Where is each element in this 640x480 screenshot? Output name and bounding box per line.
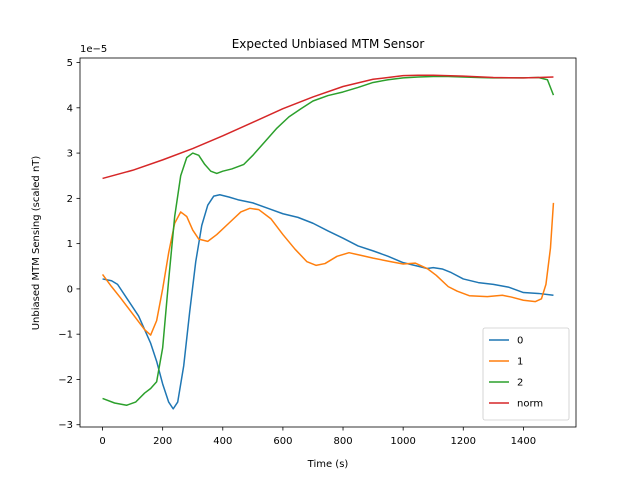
y-tick-label: 0 xyxy=(67,284,73,295)
y-tick-label: 5 xyxy=(67,58,73,69)
legend: 0 1 2 norm xyxy=(482,327,570,421)
y-tick-label: −2 xyxy=(58,375,73,386)
legend-label-1: 1 xyxy=(517,357,523,368)
series-line-2 xyxy=(102,75,555,407)
y-axis-label: Unbiased MTM Sensing (scaled nT) xyxy=(31,156,42,331)
y-tick-label: 3 xyxy=(67,149,73,160)
x-tick-label: 400 xyxy=(213,436,232,447)
y-axis: −3 −2 −1 0 1 2 3 4 5 xyxy=(58,58,80,431)
y-offset-text: 1e−5 xyxy=(80,44,107,55)
y-tick-label: 2 xyxy=(67,194,73,205)
legend-label-0: 0 xyxy=(517,336,523,347)
x-tick-label: 1200 xyxy=(451,436,476,447)
y-tick-label: 4 xyxy=(67,103,73,114)
y-tick-label: 1 xyxy=(67,239,73,250)
x-axis-label: Time (s) xyxy=(307,459,349,470)
x-tick-label: 600 xyxy=(273,436,292,447)
legend-box xyxy=(482,327,570,421)
legend-label-2: 2 xyxy=(517,378,523,389)
x-tick-label: 200 xyxy=(153,436,172,447)
chart-title: Expected Unbiased MTM Sensor xyxy=(232,37,425,51)
y-tick-label: −3 xyxy=(58,420,73,431)
series-lines xyxy=(101,74,555,410)
legend-label-norm: norm xyxy=(517,399,543,410)
x-tick-label: 1400 xyxy=(511,436,536,447)
plot-area xyxy=(79,57,577,428)
series-line-norm xyxy=(102,74,554,180)
axes-frame xyxy=(79,57,577,428)
x-tick-label: 800 xyxy=(333,436,352,447)
x-tick-label: 0 xyxy=(99,436,105,447)
x-tick-label: 1000 xyxy=(390,436,415,447)
series-line-0 xyxy=(102,193,554,410)
series-line-1 xyxy=(101,202,555,336)
x-axis: 0 200 400 600 800 1000 1200 1400 xyxy=(99,427,536,447)
y-tick-label: −1 xyxy=(58,330,73,341)
